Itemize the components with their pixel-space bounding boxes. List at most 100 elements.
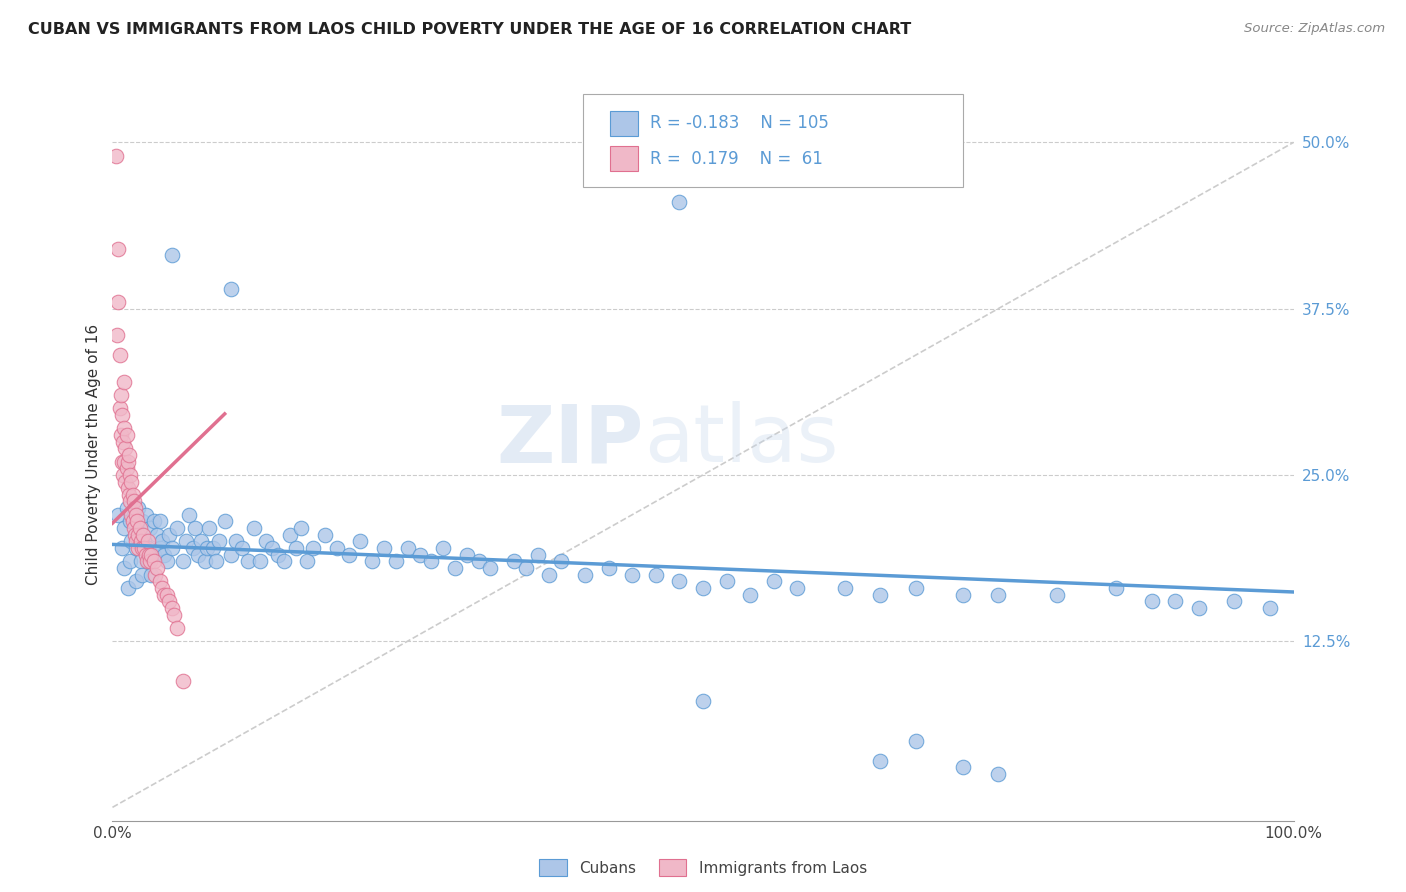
Point	[124, 501, 146, 516]
Point	[467, 554, 489, 568]
Point	[110, 428, 132, 442]
Point	[668, 195, 690, 210]
Point	[127, 541, 149, 555]
Point	[181, 541, 204, 555]
Point	[503, 554, 526, 568]
Point	[156, 554, 179, 568]
Point	[179, 508, 201, 522]
Point	[150, 581, 173, 595]
Point	[278, 527, 301, 541]
Point	[105, 149, 128, 163]
Point	[138, 548, 160, 562]
Point	[132, 527, 155, 541]
Point	[621, 567, 644, 582]
Point	[120, 515, 142, 529]
Point	[538, 567, 561, 582]
Point	[125, 574, 148, 589]
Point	[112, 561, 135, 575]
Point	[1140, 594, 1163, 608]
Point	[869, 754, 891, 768]
Point	[107, 295, 129, 310]
Point	[740, 588, 762, 602]
Point	[146, 561, 169, 575]
Point	[136, 541, 159, 555]
Point	[786, 581, 808, 595]
Point	[115, 501, 138, 516]
Point	[337, 548, 360, 562]
Point	[142, 515, 165, 529]
Point	[112, 467, 135, 482]
Point	[117, 581, 139, 595]
Point	[692, 581, 714, 595]
Point	[284, 541, 307, 555]
Point	[112, 454, 135, 468]
Point	[117, 481, 139, 495]
Point	[112, 375, 135, 389]
Point	[1164, 594, 1187, 608]
Point	[127, 534, 149, 549]
Point	[136, 554, 159, 568]
Point	[141, 567, 163, 582]
Point	[273, 554, 295, 568]
Point	[143, 567, 166, 582]
Point	[644, 567, 666, 582]
Point	[526, 548, 548, 562]
Point	[1105, 581, 1128, 595]
Point	[987, 588, 1010, 602]
Point	[114, 475, 136, 489]
Point	[326, 541, 349, 555]
Point	[249, 554, 271, 568]
Text: R =  0.179    N =  61: R = 0.179 N = 61	[650, 150, 823, 168]
Point	[361, 554, 384, 568]
Point	[107, 242, 129, 256]
Point	[716, 574, 738, 589]
Point	[208, 534, 231, 549]
Point	[302, 541, 325, 555]
Point	[135, 554, 157, 568]
Point	[160, 541, 183, 555]
Point	[112, 521, 135, 535]
Point	[349, 534, 371, 549]
Point	[194, 554, 217, 568]
Point	[219, 548, 242, 562]
Point	[574, 567, 596, 582]
Point	[135, 508, 157, 522]
Point	[122, 508, 145, 522]
Point	[110, 388, 132, 402]
Point	[150, 534, 173, 549]
Point	[120, 534, 142, 549]
Point	[456, 548, 478, 562]
Point	[160, 600, 183, 615]
Point	[869, 588, 891, 602]
Point	[219, 282, 242, 296]
Point	[127, 527, 149, 541]
Point	[214, 515, 236, 529]
Point	[396, 541, 419, 555]
Point	[111, 541, 134, 555]
Text: ZIP: ZIP	[496, 401, 644, 479]
Point	[122, 521, 145, 535]
Point	[385, 554, 408, 568]
Point	[118, 488, 141, 502]
Point	[153, 588, 176, 602]
Point	[952, 760, 974, 774]
Point	[127, 501, 149, 516]
Point	[131, 541, 153, 555]
Point	[550, 554, 572, 568]
Point	[243, 521, 266, 535]
Point	[987, 767, 1010, 781]
Point	[141, 548, 163, 562]
Point	[124, 527, 146, 541]
Point	[598, 561, 620, 575]
Point	[131, 515, 153, 529]
Point	[125, 508, 148, 522]
Point	[108, 348, 131, 362]
Point	[142, 548, 165, 562]
Point	[139, 554, 162, 568]
Point	[128, 521, 150, 535]
Point	[201, 541, 224, 555]
Point	[111, 408, 134, 422]
Point	[153, 548, 176, 562]
Point	[444, 561, 467, 575]
Point	[184, 521, 207, 535]
